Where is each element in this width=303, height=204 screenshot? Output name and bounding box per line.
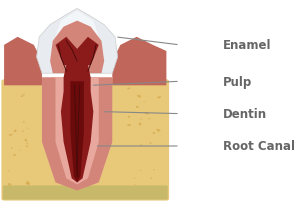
Ellipse shape	[150, 142, 152, 144]
Ellipse shape	[135, 190, 140, 192]
Ellipse shape	[92, 188, 95, 191]
Ellipse shape	[150, 177, 152, 179]
Ellipse shape	[22, 95, 25, 96]
Ellipse shape	[145, 113, 149, 115]
Ellipse shape	[14, 130, 17, 133]
Ellipse shape	[23, 121, 25, 123]
Ellipse shape	[127, 88, 130, 90]
Polygon shape	[61, 50, 93, 183]
Ellipse shape	[8, 183, 12, 186]
Polygon shape	[42, 78, 112, 191]
Text: Root Canal: Root Canal	[223, 140, 295, 153]
Ellipse shape	[31, 191, 34, 192]
Ellipse shape	[22, 131, 24, 132]
Polygon shape	[55, 78, 99, 184]
Ellipse shape	[134, 184, 135, 186]
Ellipse shape	[140, 144, 142, 146]
Ellipse shape	[128, 186, 131, 189]
Text: Enamel: Enamel	[223, 39, 272, 52]
Ellipse shape	[21, 96, 23, 98]
Ellipse shape	[64, 185, 67, 187]
Ellipse shape	[13, 154, 16, 156]
Ellipse shape	[128, 116, 130, 118]
Ellipse shape	[28, 183, 30, 185]
Ellipse shape	[153, 169, 155, 171]
Ellipse shape	[138, 123, 141, 126]
Ellipse shape	[25, 139, 27, 142]
Polygon shape	[70, 82, 84, 183]
Ellipse shape	[62, 186, 65, 187]
Ellipse shape	[157, 96, 161, 99]
Ellipse shape	[25, 146, 28, 147]
Polygon shape	[55, 11, 99, 38]
Ellipse shape	[27, 128, 28, 129]
Ellipse shape	[11, 147, 12, 149]
Text: Pulp: Pulp	[223, 75, 252, 88]
Text: Dentin: Dentin	[223, 108, 267, 121]
Ellipse shape	[127, 124, 131, 127]
Polygon shape	[37, 9, 118, 74]
Ellipse shape	[19, 150, 21, 151]
Polygon shape	[55, 38, 77, 66]
Ellipse shape	[137, 95, 141, 98]
Ellipse shape	[26, 143, 28, 145]
Ellipse shape	[37, 194, 40, 197]
Ellipse shape	[153, 132, 155, 134]
Polygon shape	[4, 38, 42, 86]
Ellipse shape	[156, 129, 161, 132]
Ellipse shape	[24, 194, 26, 195]
FancyBboxPatch shape	[3, 185, 168, 200]
Ellipse shape	[98, 192, 101, 196]
Ellipse shape	[26, 181, 29, 185]
Ellipse shape	[136, 106, 138, 108]
Ellipse shape	[140, 170, 142, 171]
Ellipse shape	[9, 134, 12, 136]
Polygon shape	[50, 21, 104, 74]
Polygon shape	[77, 38, 99, 66]
Polygon shape	[112, 38, 166, 86]
Ellipse shape	[136, 106, 138, 109]
Ellipse shape	[79, 191, 81, 192]
Ellipse shape	[74, 193, 78, 195]
Ellipse shape	[8, 171, 10, 172]
Ellipse shape	[143, 102, 145, 103]
Ellipse shape	[148, 119, 151, 120]
Ellipse shape	[141, 119, 142, 120]
FancyBboxPatch shape	[2, 80, 169, 201]
